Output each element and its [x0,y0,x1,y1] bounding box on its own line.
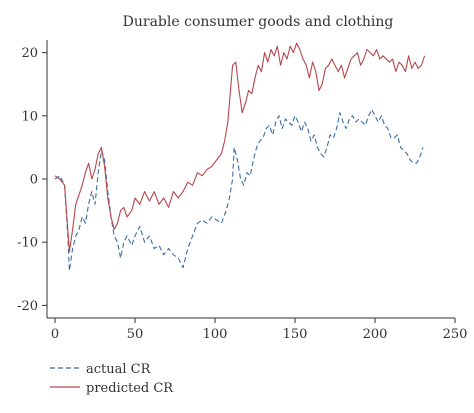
x-tick-label: 50 [127,327,144,342]
x-axis-ticks: 0 50 100 150 200 250 [51,318,468,342]
y-tick-label: 20 [21,46,38,61]
x-tick-label: 200 [363,327,388,342]
y-axis-ticks: -20 -10 0 10 20 [17,46,47,314]
y-tick-label: 0 [30,173,38,188]
y-tick-label: 10 [21,109,38,124]
plot-area: -20 -10 0 10 20 0 50 100 150 200 250 [17,40,467,342]
x-tick-label: 100 [203,327,228,342]
series-line-predicted-cr [54,42,426,253]
y-tick-label: -20 [17,299,38,314]
chart-title: Durable consumer goods and clothing [123,14,394,30]
x-tick-label: 250 [443,327,468,342]
legend: actual CR predicted CR [50,362,174,396]
series-layer [54,42,426,272]
legend-label-actual-cr: actual CR [86,362,152,377]
x-tick-label: 0 [51,327,59,342]
x-tick-label: 150 [283,327,308,342]
y-tick-label: -10 [17,236,38,251]
series-line-actual-cr [54,108,424,272]
legend-label-predicted-cr: predicted CR [86,381,174,396]
